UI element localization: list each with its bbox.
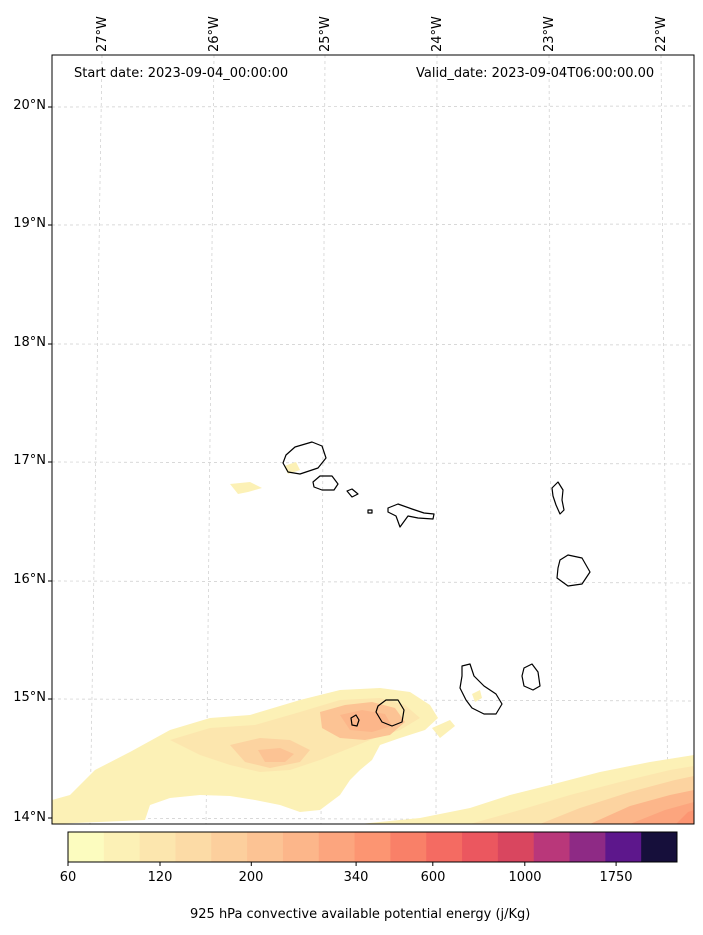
lat-label-14n: 14°N [13,810,46,825]
colorbar-ticks [67,862,617,866]
lat-label-18n: 18°N [13,335,46,350]
lon-label-23w: 23°W [542,16,557,52]
valid-date-label: Valid_date: 2023-09-04T06:00:00.00 [416,66,655,81]
lon-label-27w: 27°W [95,16,110,52]
lon-label-22w: 22°W [654,16,669,52]
colorbar-swatch [354,832,391,862]
meridian-27w [89,55,103,824]
colorbar-swatch [497,832,535,862]
island-boavista [556,554,591,587]
colorbar-tick-label: 1000 [508,870,542,885]
colorbar-swatch [211,832,248,862]
parallel-18n [52,343,694,346]
colorbar-swatch [641,832,678,862]
lon-label-25w: 25°W [318,16,333,52]
colorbar-tick-label: 600 [420,870,446,885]
colorbar-swatch [175,832,212,862]
lon-label-24w: 24°W [430,16,445,52]
colorbar-tick-label: 1750 [599,870,633,885]
colorbar-tick-label: 340 [343,870,369,885]
island-santo-antao [282,441,327,475]
cape-spot-east [432,720,455,738]
lat-label-16n: 16°N [13,572,46,587]
colorbar-swatch [282,832,320,862]
meridian-26w [205,55,215,824]
colorbar-swatch [462,832,499,862]
cape-verde-islands [282,441,591,727]
cape-band-southeast-6 [676,810,694,824]
colorbar-tick-label: 200 [238,870,264,885]
cape-core-santiago-inner [340,710,392,732]
lat-label-20n: 20°N [13,98,46,113]
island-raso [367,509,373,514]
meridian-23w [548,55,553,824]
island-maio [521,663,541,691]
lon-label-26w: 26°W [207,16,222,52]
lat-label-19n: 19°N [13,216,46,231]
island-santiago [459,663,503,715]
lat-label-15n: 15°N [13,690,46,705]
meridian-24w [435,55,438,824]
colorbar-frame [67,831,678,863]
colorbar-swatch [390,832,427,862]
colorbar-swatch [247,832,284,862]
island-sao-nicolau [387,503,435,528]
island-santa-luzia [346,488,359,498]
lat-label-17n: 17°N [13,453,46,468]
colorbar-title: 925 hPa convective available potential e… [190,907,531,922]
colorbar-swatch [139,832,176,862]
colorbar-swatch [533,832,571,862]
colorbar-swatch [103,832,141,862]
colorbar-swatch [318,832,356,862]
island-brava [350,714,360,727]
parallel-15n [52,698,694,702]
parallel-19n [52,223,694,226]
parallel-20n [52,105,694,108]
map-frame [51,54,695,825]
colorbar-tick-label: 120 [147,870,173,885]
island-fogo [375,699,405,727]
cape-spot-boavista [472,690,482,702]
cape-core-west-max [258,748,294,762]
island-sal [551,481,565,515]
parallel-17n [52,461,694,465]
cape-band-southeast-5 [630,802,694,824]
meridian-22w [660,55,669,824]
colorbar-swatch [68,832,105,862]
meridian-25w [320,55,326,824]
colorbar [68,832,678,862]
cape-spot-north [230,482,262,494]
axis-ticks [48,106,52,819]
colorbar-swatch [569,832,606,862]
island-sao-vicente [312,475,339,491]
parallel-16n [52,580,694,584]
colorbar-tick-label: 60 [59,870,77,885]
map-panel [52,55,694,824]
start-date-label: Start date: 2023-09-04_00:00:00 [74,66,289,81]
colorbar-swatch [605,832,642,862]
colorbar-swatch [426,832,463,862]
